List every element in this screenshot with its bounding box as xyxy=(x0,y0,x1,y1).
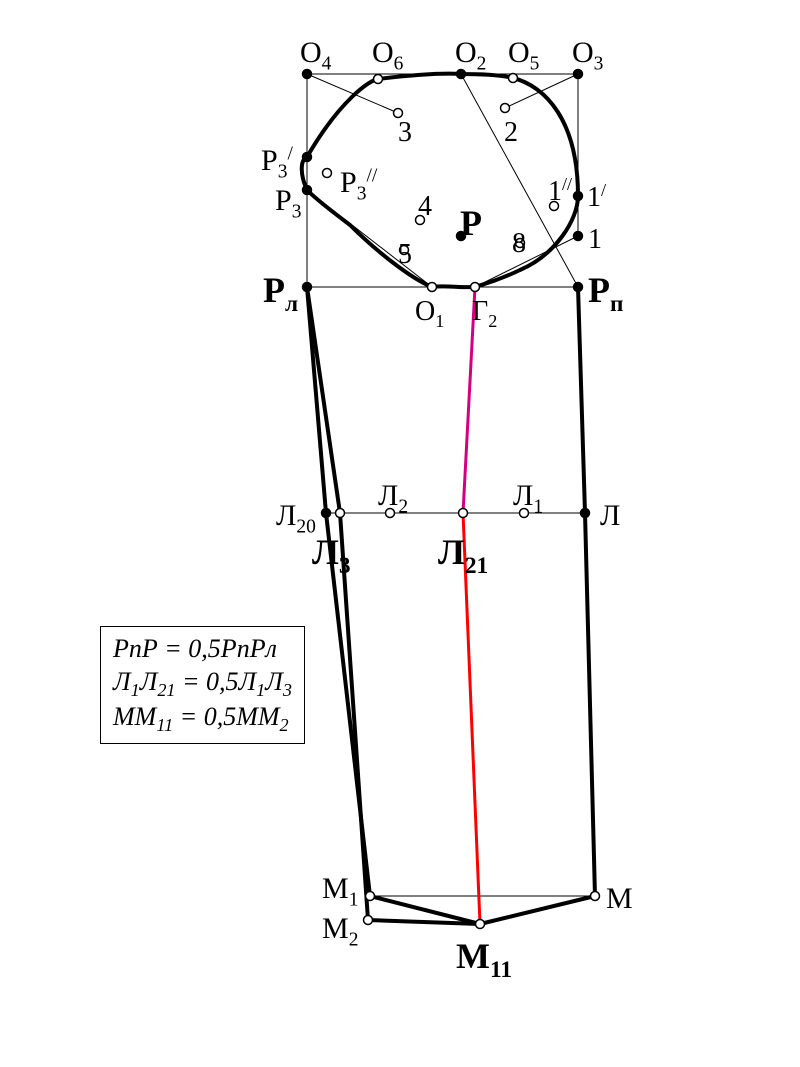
label: 4 xyxy=(418,191,432,222)
label: Г2 xyxy=(472,296,497,331)
label: М1 xyxy=(322,872,358,911)
point-Rl xyxy=(303,283,312,292)
label: 8 xyxy=(512,228,526,259)
label: Л21 xyxy=(438,532,488,579)
label: 3 xyxy=(398,117,412,148)
point-P3pp xyxy=(323,169,332,178)
label: Р xyxy=(460,203,482,243)
label: 2 xyxy=(504,117,518,148)
label: Рл xyxy=(263,270,298,317)
point-L3 xyxy=(336,509,345,518)
point-M xyxy=(591,892,600,901)
label: Л1 xyxy=(513,479,543,518)
label: Л2 xyxy=(378,479,408,518)
point-pt1 xyxy=(574,232,583,241)
label: 1 xyxy=(588,224,602,255)
label: Р3 xyxy=(275,184,301,223)
label: О1 xyxy=(415,296,444,331)
label: Рп xyxy=(588,270,623,317)
point-L21 xyxy=(459,509,468,518)
label: Р3/ xyxy=(261,144,293,183)
point-Rp xyxy=(574,283,583,292)
label: О6 xyxy=(372,36,404,75)
label: 5 xyxy=(398,239,412,270)
point-O1 xyxy=(428,283,437,292)
label: Л20 xyxy=(276,499,316,538)
label: Л xyxy=(600,499,620,532)
point-O2 xyxy=(457,70,466,79)
formula-line: РпР = 0,5РпРл xyxy=(113,633,292,666)
label: О3 xyxy=(572,36,603,75)
label: О5 xyxy=(508,36,539,75)
point-M11 xyxy=(476,920,485,929)
point-O3 xyxy=(574,70,583,79)
label: М2 xyxy=(322,912,358,951)
point-P3 xyxy=(303,186,312,195)
point-O5 xyxy=(509,74,518,83)
label: М11 xyxy=(456,936,512,983)
point-M2 xyxy=(364,916,373,925)
formula-line: Л1Л21 = 0,5Л1Л3 xyxy=(113,666,292,702)
label: 1// xyxy=(548,174,573,207)
point-M1 xyxy=(366,892,375,901)
point-O6 xyxy=(374,75,383,84)
point-G2 xyxy=(471,283,480,292)
formula-line: ММ11 = 0,5ММ2 xyxy=(113,701,292,737)
label: М xyxy=(606,882,633,915)
point-pt2 xyxy=(501,104,510,113)
label: Л3 xyxy=(312,532,351,579)
point-pt1p xyxy=(574,192,583,201)
label: О2 xyxy=(455,36,486,75)
point-O4 xyxy=(303,70,312,79)
point-L xyxy=(581,509,590,518)
label: 1/ xyxy=(587,180,607,213)
label: О4 xyxy=(300,36,332,75)
formula-box: РпР = 0,5РпРлЛ1Л21 = 0,5Л1Л3ММ11 = 0,5ММ… xyxy=(100,626,305,744)
label: Р3// xyxy=(340,166,378,205)
point-P3p xyxy=(303,153,312,162)
point-L20 xyxy=(322,509,331,518)
sleeve-pattern-diagram: О4 О6 О2 О5 О3 3 2 Р3/Р3 Р3// 45 Р8 1// 1/1 Рл О1 Г2 Рп Л… xyxy=(0,0,800,1067)
